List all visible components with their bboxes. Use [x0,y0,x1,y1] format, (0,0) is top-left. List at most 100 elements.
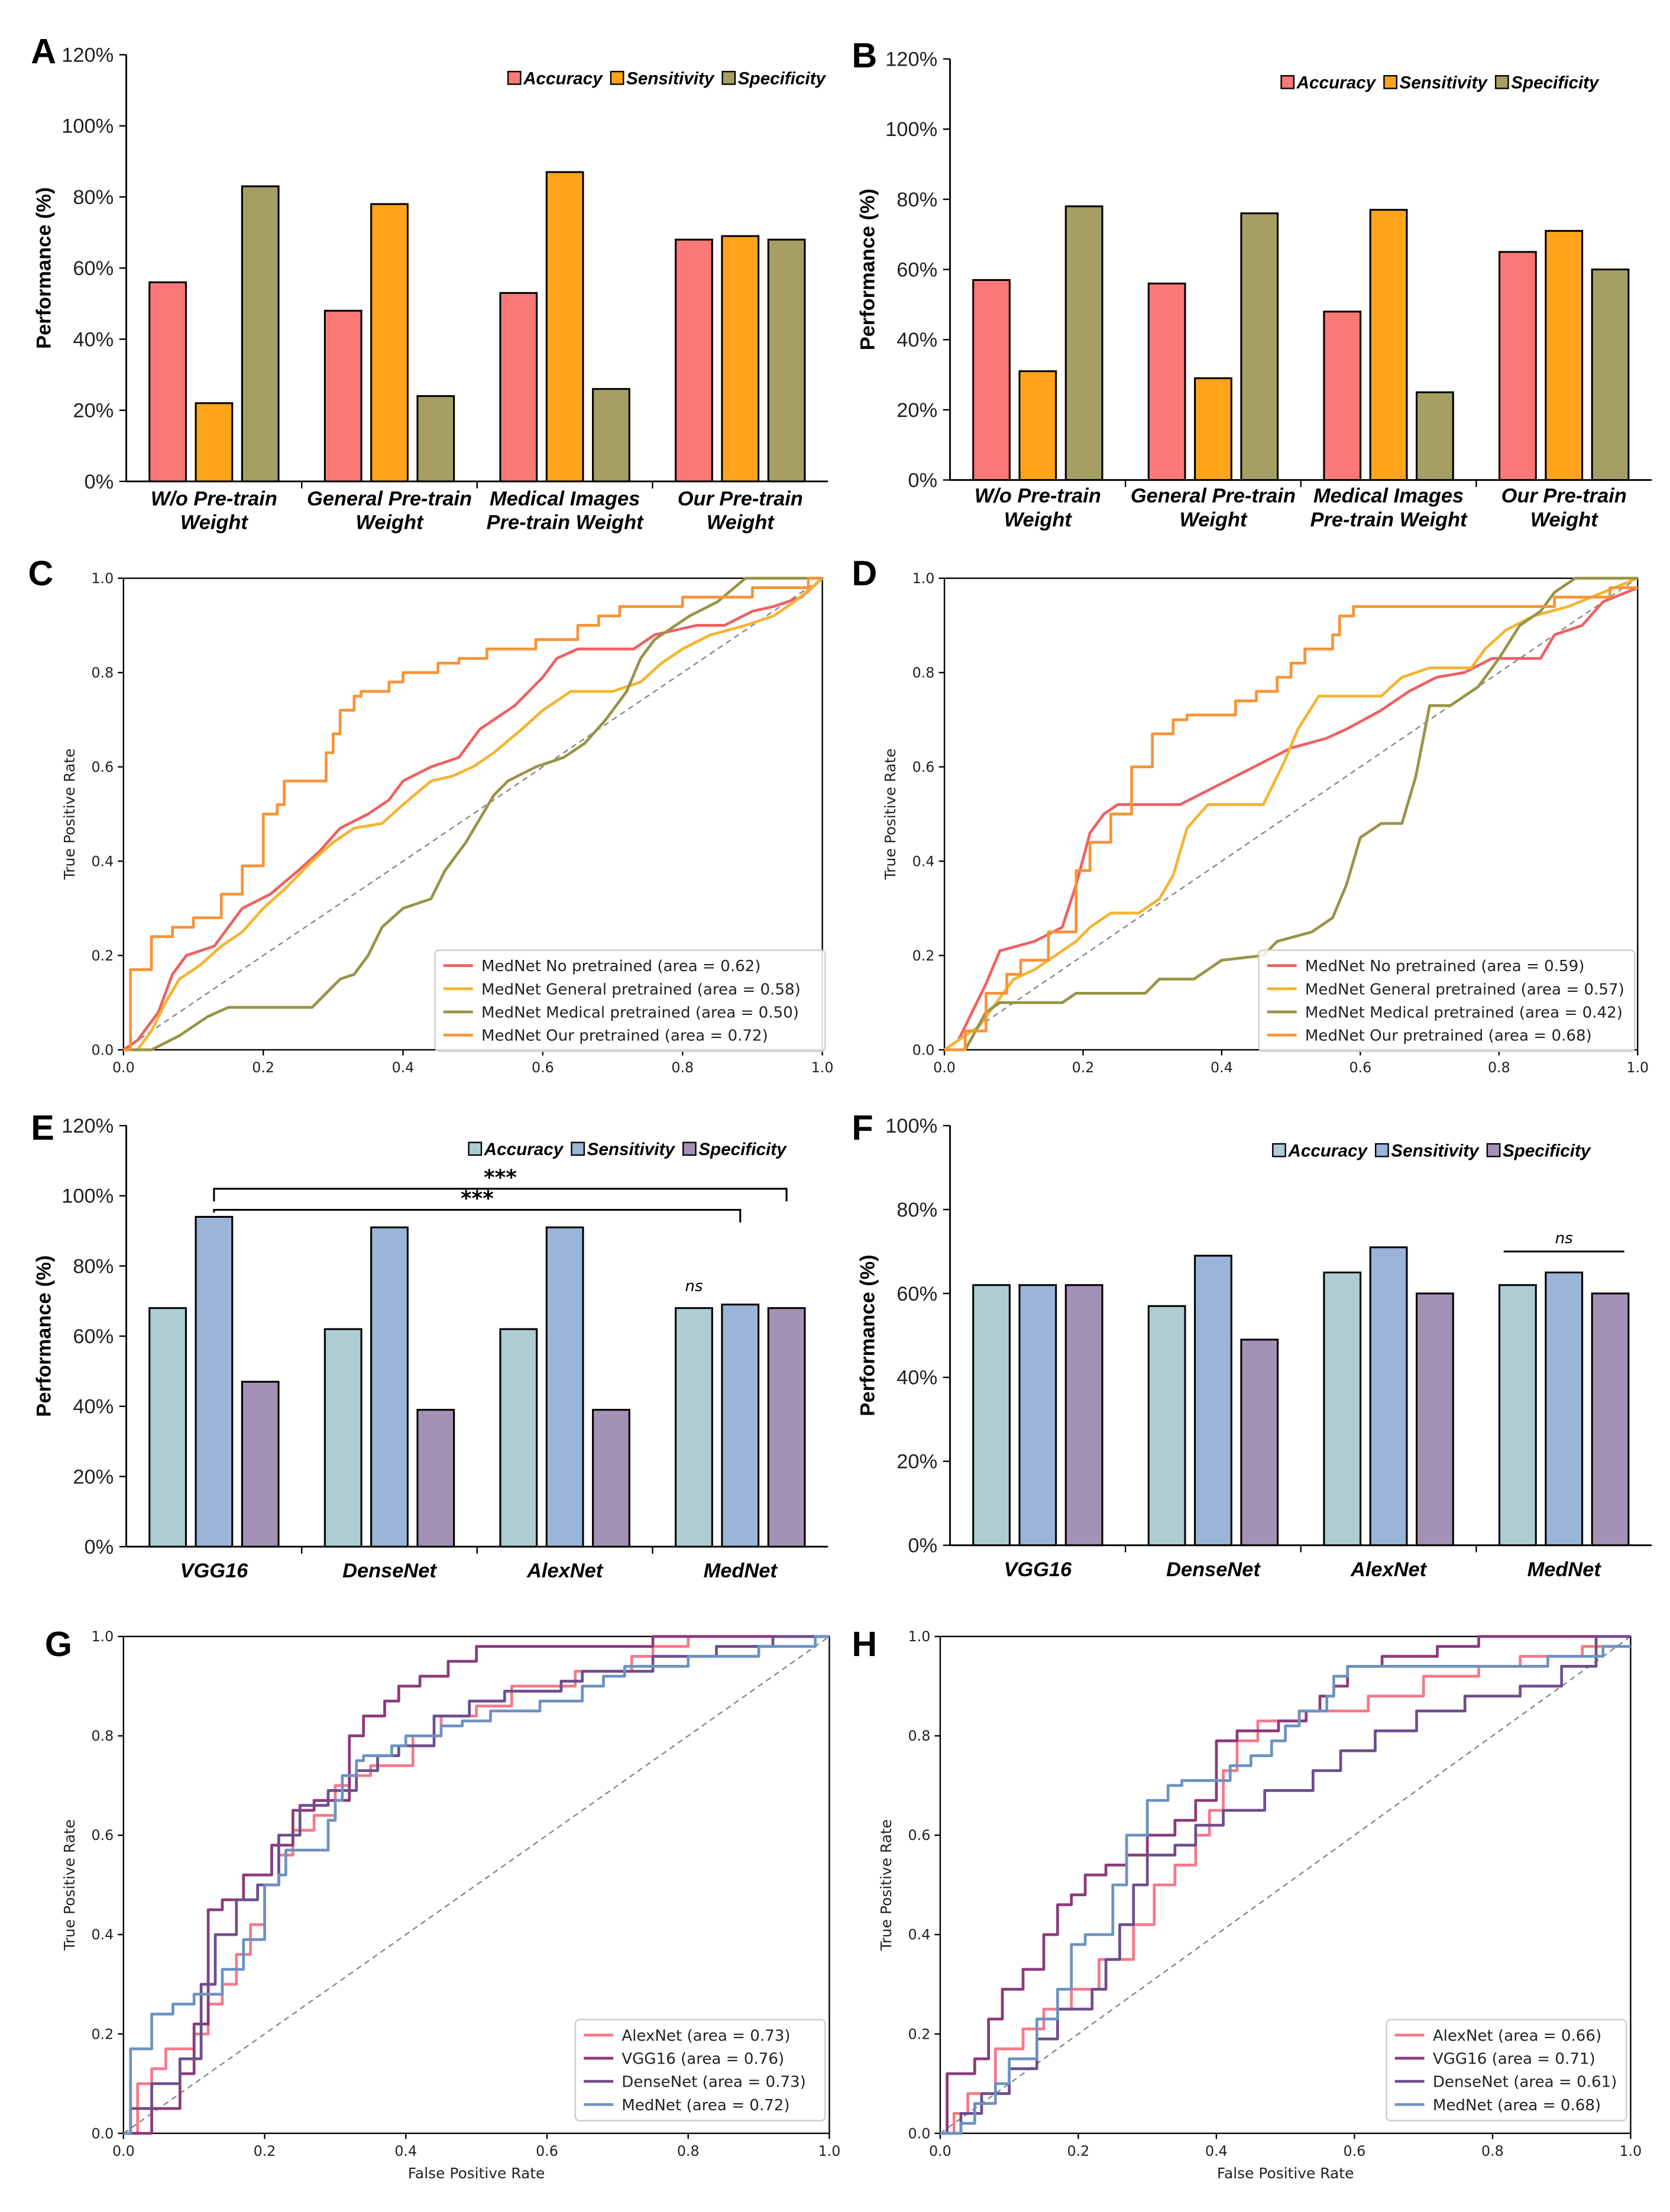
y-axis-label: Performance (%) [33,1255,55,1417]
y-axis-label: True Positive Rate [61,1819,78,1951]
legend-box [1386,2019,1627,2122]
legend-label-mednet-general-pretrained: MedNet General pretrained (area = 0.57) [1305,981,1624,998]
y-tick-label: 80% [897,1199,937,1221]
roc-curve-mednet-general-pretrained [943,577,1639,1051]
category-label: Weight [356,512,425,534]
panel-label-b: B [852,35,877,75]
y-tick-label: 20% [73,400,114,422]
x-tick-label: 0.8 [1488,1059,1510,1076]
y-tick-label: 60% [73,1325,114,1348]
legend-swatch-sensitivity [1383,75,1397,89]
bar-sensitivity-general-pre-train-weight [370,203,409,483]
y-tick-label: 1.0 [91,570,114,587]
bar-sensitivity-alexnet [1369,1246,1408,1547]
x-tick-label: 1.0 [818,2143,841,2159]
x-tick-label: 0.8 [677,2143,700,2159]
significance-bracket [213,1188,788,1202]
roc-curve-mednet-medical-pretrained [944,577,1638,1052]
category-label: AlexNet [1350,1558,1428,1581]
panel-b: B 0% 20% 40% 60% 80% 100% 120% Performance (%) W/… [835,0,1670,554]
legend-label-specificity: Specificity [698,1140,787,1159]
y-tick-label: 0.6 [912,759,935,775]
roc-chart-c: C 0.0 0.2 0.4 0.6 0.8 1.0 0.0 0.2 0.4 0.6 0.8 1.0 Tru… [28,554,833,1076]
panel-label-h: H [852,1624,877,1664]
x-tick-label: 0.4 [394,2143,417,2159]
roc-curve-mednet-general-pretrained [123,577,824,1052]
y-tick-label: 0% [908,1535,937,1557]
x-tick-label: 0.6 [536,2143,558,2159]
bar-specificity-our-pre-train-weight [767,238,806,483]
legend-label-mednet-general-pretrained: MedNet General pretrained (area = 0.58) [481,981,801,998]
bar-sensitivity-densenet [370,1226,409,1548]
x-tick-label: 0.0 [929,2143,951,2159]
legend-label-alexnet: AlexNet (area = 0.73) [622,2027,790,2045]
x-tick-label: 0.0 [112,2143,135,2159]
x-tick-label: 0.2 [1067,2143,1090,2159]
bar-accuracy-mednet [1499,1284,1537,1547]
legend-label-accuracy: Accuracy [484,1140,564,1159]
bar-accuracy-general-pre-train-weight [1147,282,1186,481]
legend-swatch-specificity [682,1141,697,1156]
legend-label-mednet-our-pretrained: MedNet Our pretrained (area = 0.72) [481,1027,768,1045]
bar-chart-e: E 0% 20% 40% 60% 80% 100% 120% Performance (%) VG… [31,1108,828,1582]
category-label: General Pre-train [307,487,472,510]
bar-specificity-w-o-pre-train-weight [1064,205,1103,481]
y-tick-label: 60% [73,257,114,280]
y-axis-label: True Positive Rate [882,748,899,880]
panel-label-f: F [852,1108,873,1147]
bar-sensitivity-w-o-pre-train-weight [195,402,234,483]
y-tick-label: 0.2 [908,2026,931,2042]
legend-box [574,2019,826,2122]
y-tick-label: 0.0 [91,1042,114,1058]
chance-diagonal [123,1635,830,2134]
y-tick-label: 40% [897,329,937,351]
chance-diagonal [123,577,823,1050]
ns-label: ns [685,1278,703,1295]
legend-label-mednet-our-pretrained: MedNet Our pretrained (area = 0.68) [1305,1027,1592,1045]
bar-sensitivity-w-o-pre-train-weight [1018,370,1057,481]
panel-h: H 0.0 0.2 0.4 0.6 0.8 1.0 0.0 0.2 0.4 0.6 0.8 1.0 Tru… [835,1607,1670,2212]
category-label: Our Pre-train [1501,485,1627,507]
y-tick-label: 0.6 [908,1827,931,1844]
panel-e: E 0% 20% 40% 60% 80% 100% 120% Performance (%) VG… [0,1095,835,1607]
ns-label: ns [1555,1230,1574,1247]
bar-specificity-densenet [416,1409,455,1548]
x-tick-label: 0.2 [254,2143,276,2159]
bar-accuracy-densenet [1147,1305,1186,1547]
bar-accuracy-alexnet [1323,1271,1362,1547]
panel-label-e: E [31,1108,54,1147]
legend-label-accuracy: Accuracy [523,69,603,88]
y-axis-label: Performance (%) [856,189,879,350]
bar-specificity-general-pre-train-weight [416,395,455,483]
legend-label-mednet-no-pretrained: MedNet No pretrained (area = 0.59) [1305,958,1585,975]
category-label: MedNet [704,1560,778,1582]
y-tick-label: 0% [908,469,937,491]
bar-specificity-w-o-pre-train-weight [241,185,280,483]
category-label: W/o Pre-train [151,487,277,510]
panel-c: C 0.0 0.2 0.4 0.6 0.8 1.0 0.0 0.2 0.4 0.6 0.8 1.0 Tru… [0,554,835,1095]
bar-chart-b: B 0% 20% 40% 60% 80% 100% 120% Performance (%) W/… [852,35,1652,531]
bar-specificity-our-pre-train-weight [1591,269,1630,481]
category-label: Medical Images [1313,485,1464,507]
bar-accuracy-medical-images-pre-train-weight [499,292,538,483]
roc-chart-g: G 0.0 0.2 0.4 0.6 0.8 1.0 0.0 0.2 0.4 0.6 0.8 1.0 Tru… [45,1624,840,2182]
plot-frame [939,1635,1632,2135]
y-tick-label: 80% [897,189,937,211]
category-label: General Pre-train [1131,485,1296,507]
legend-label-sensitivity: Sensitivity [626,69,715,88]
y-tick-label: 60% [897,258,937,281]
roc-curve-vgg16 [940,1635,1631,2135]
bar-accuracy-our-pre-train-weight [1499,251,1537,481]
y-tick-label: 0% [84,471,114,493]
legend-swatch-accuracy [1272,1143,1286,1157]
legend-swatch-accuracy [1280,75,1295,89]
panel-g: G 0.0 0.2 0.4 0.6 0.8 1.0 0.0 0.2 0.4 0.6 0.8 1.0 Tru… [0,1607,840,2212]
x-tick-label: 0.0 [933,1059,956,1076]
legend-label-specificity: Specificity [1503,1141,1591,1160]
x-tick-label: 0.6 [532,1059,554,1076]
bar-sensitivity-alexnet [545,1226,584,1548]
x-tick-label: 0.6 [1349,1059,1372,1076]
bar-specificity-densenet [1240,1338,1279,1547]
legend-label-vgg16: VGG16 (area = 0.71) [1433,2050,1595,2068]
bar-accuracy-vgg16 [972,1284,1011,1547]
